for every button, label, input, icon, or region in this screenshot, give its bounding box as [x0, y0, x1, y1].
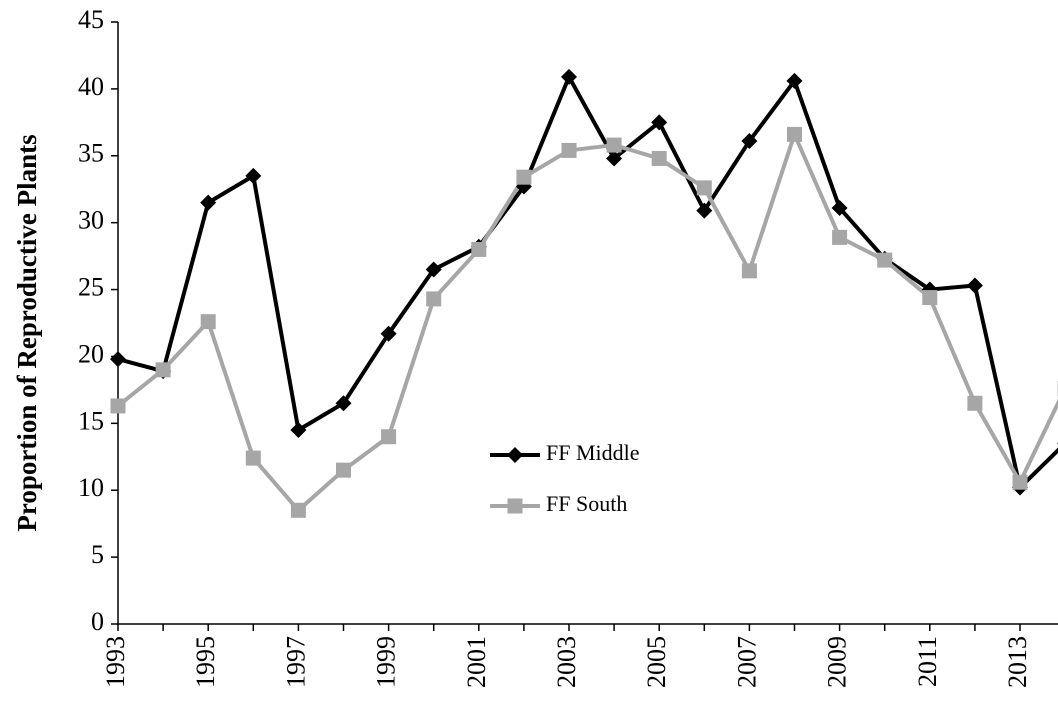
y-tick-label: 0	[91, 607, 104, 636]
marker	[787, 126, 802, 142]
x-tick-label: 2005	[642, 636, 671, 688]
marker	[966, 277, 983, 294]
series-line	[116, 132, 1058, 513]
marker	[832, 229, 848, 245]
marker	[507, 447, 523, 463]
marker	[471, 241, 487, 257]
marker	[290, 422, 307, 439]
x-tick-label: 2003	[552, 636, 581, 688]
y-tick-label: 25	[78, 273, 104, 302]
x-tick-label: 1997	[281, 636, 310, 688]
x-tick-label: 2013	[1003, 636, 1032, 688]
marker	[380, 325, 397, 342]
marker	[831, 199, 848, 216]
marker	[741, 133, 758, 150]
legend-label: FF South	[546, 491, 627, 516]
y-tick-label: 10	[78, 473, 104, 502]
marker	[696, 180, 712, 196]
y-axis-label: Proportion of Reproductive Plants	[12, 134, 42, 531]
marker	[606, 137, 622, 153]
y-tick-label: 20	[78, 339, 104, 368]
marker	[290, 502, 306, 518]
x-tick-label: 2011	[913, 636, 942, 687]
marker	[245, 450, 261, 466]
marker	[425, 261, 442, 278]
x-tick-label: 2009	[823, 636, 852, 688]
marker	[507, 498, 523, 514]
marker	[381, 429, 397, 445]
marker	[155, 362, 171, 378]
marker	[110, 398, 126, 414]
x-tick-label: 2001	[462, 636, 491, 688]
marker	[245, 167, 262, 184]
marker	[606, 150, 623, 167]
marker	[786, 72, 803, 89]
y-tick-label: 15	[78, 406, 104, 435]
marker	[200, 194, 217, 211]
legend-label: FF Middle	[546, 440, 640, 465]
marker	[651, 114, 668, 131]
marker	[651, 150, 667, 166]
x-tick-label: 1995	[191, 636, 220, 688]
marker	[110, 351, 126, 368]
marker	[741, 263, 757, 279]
marker	[516, 169, 532, 185]
y-tick-label: 45	[78, 5, 104, 34]
x-tick-label: 1999	[372, 636, 401, 688]
marker	[561, 68, 577, 85]
marker	[967, 395, 983, 411]
y-tick-label: 30	[78, 206, 104, 235]
marker	[696, 202, 713, 219]
marker	[561, 142, 577, 158]
y-tick-label: 5	[91, 540, 104, 569]
marker	[922, 290, 938, 306]
marker	[200, 314, 216, 330]
series-line	[117, 74, 1058, 490]
marker	[336, 462, 351, 478]
marker	[877, 252, 893, 268]
x-tick-label: 2007	[732, 636, 761, 688]
marker	[426, 291, 442, 307]
y-tick-label: 35	[78, 139, 104, 168]
y-tick-label: 40	[78, 72, 104, 101]
marker	[335, 395, 352, 412]
marker	[1012, 474, 1028, 490]
x-tick-label: 1993	[101, 636, 130, 688]
